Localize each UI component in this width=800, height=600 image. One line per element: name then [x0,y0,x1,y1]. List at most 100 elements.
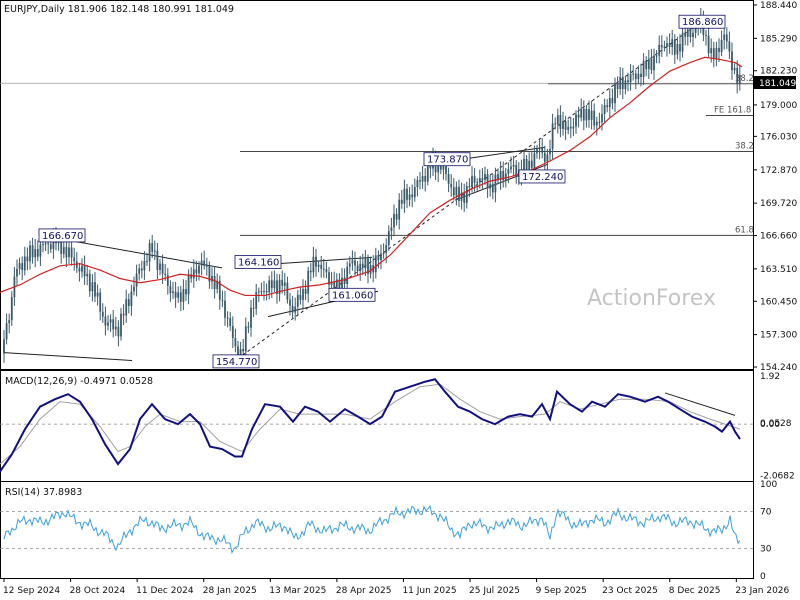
y-tick-label: 169.720 [760,199,797,209]
candle-body [494,174,497,193]
candle-body [283,282,286,286]
y-axis: 188.440 185.290 182.230 179.000 176.030 172.8… [753,1,797,582]
candle-body [198,265,200,274]
candle-body [731,51,733,71]
candle-body [364,258,367,269]
candle-body [715,47,718,60]
candle-body [601,114,603,123]
candle-body [637,73,640,80]
candle-body [408,194,411,200]
candle-body [23,256,26,271]
candle-body [733,68,736,71]
candle-body [338,279,341,291]
candle-body [510,166,512,170]
candle-body [86,273,89,277]
candle-body [619,76,622,90]
candle-body [419,180,421,182]
candle-body [608,98,611,108]
candle-body [200,260,203,266]
rsi-tick-label: 70 [760,508,772,518]
candle-body [257,291,260,293]
candle-body [78,268,81,272]
candle-body [559,115,562,129]
candle-body [127,299,130,307]
candle-body [515,164,518,177]
candle-body [549,148,551,155]
candle-body [647,58,650,70]
candle-body [190,274,193,279]
y-tick-label: 176.030 [760,132,797,142]
candle-body [603,105,606,115]
candle-body [125,299,128,316]
candle-body [104,316,107,326]
candle-body [645,60,648,70]
candle-body [590,110,593,120]
macd-tick-label: 1.92 [760,372,780,382]
candle-body [528,160,531,170]
candle-body [252,307,255,309]
candle-body [146,261,148,263]
candle-body [728,41,731,52]
candle-body [497,174,499,181]
candle-body [663,46,666,48]
candle-body [10,297,13,321]
candle-body [374,255,377,273]
current-price-tag [754,76,796,89]
candle-body [21,263,24,271]
candle-body [621,76,624,90]
x-tick-label: 23 Jan 2026 [735,586,789,596]
candle-body [504,173,507,181]
candle-body [315,256,317,267]
candle-body [473,176,476,183]
y-tick-label: 160.450 [760,297,797,307]
x-axis: 12 Sep 2024 28 Oct 2024 11 Dec 2024 28 Jan … [3,578,790,596]
candle-body [96,292,99,297]
candle-body [642,60,645,78]
rsi-tick-label: 30 [760,544,772,554]
candle-body [203,260,206,266]
candle-body [237,346,239,358]
candle-body [369,265,372,274]
x-tick-label: 12 Sep 2024 [3,586,60,596]
candle-body [120,313,122,337]
rsi-tick-label: 0 [760,572,766,582]
candle-body [91,282,94,292]
candle-body [468,186,471,188]
current-price-label: 181.049 [759,79,796,89]
candle-body [169,285,172,294]
candle-body [244,326,247,352]
y-tick-label: 172.870 [760,166,797,176]
candle-body [135,273,138,287]
candle-body [385,245,388,254]
candle-body [312,256,315,273]
candle-body [614,83,616,104]
candle-body [335,279,338,291]
candle-body [611,98,614,104]
candle-body [413,187,416,198]
candle-body [101,311,104,317]
candle-body [653,55,655,71]
macd-tick-label: 0.00 [760,420,780,430]
level-lines: 38.2 FE 161.8 38.2 61.8 [0,74,754,549]
candle-body [507,169,510,174]
candle-body [442,165,445,170]
candle-body [681,32,684,52]
candle-body [400,199,403,204]
candle-body [686,29,689,37]
price-callout-label: 172.240 [522,172,563,183]
candle-body [554,123,557,125]
candle-body [60,235,63,255]
candle-body [302,289,304,300]
x-tick-label: 11 Dec 2024 [136,586,194,596]
candle-body [26,256,29,262]
candle-body [265,291,268,293]
candle-body [143,261,146,271]
candle-body [616,83,619,90]
candle-body [523,158,525,176]
candle-body [166,274,169,286]
price-callout-box [518,169,566,184]
candle-body [354,260,356,266]
y-tick-label: 185.290 [760,34,797,44]
candle-body [309,270,312,273]
